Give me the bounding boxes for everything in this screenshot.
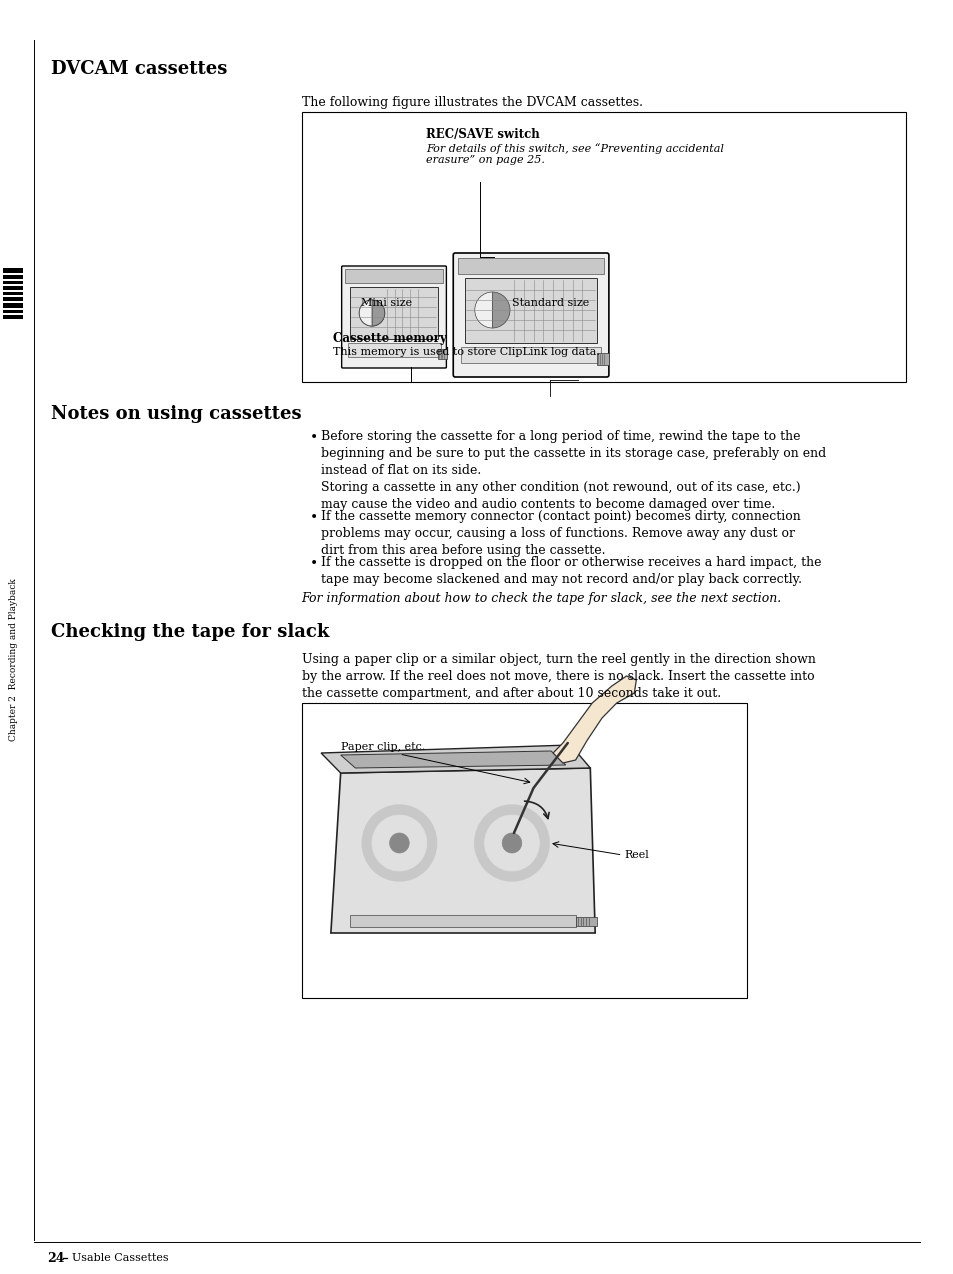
Bar: [3, 308, 23, 310]
Text: Notes on using cassettes: Notes on using cassettes: [51, 405, 301, 423]
Text: For details of this switch, see “Preventing accidental
erasure” on page 25.: For details of this switch, see “Prevent…: [425, 143, 723, 166]
Text: Mini size: Mini size: [361, 298, 412, 308]
Text: Chapter 2  Recording and Playback: Chapter 2 Recording and Playback: [10, 578, 18, 741]
FancyBboxPatch shape: [453, 254, 608, 377]
Bar: [575, 917, 597, 926]
Wedge shape: [475, 292, 492, 327]
Bar: [3, 315, 23, 318]
Bar: [464, 278, 597, 343]
Text: This memory is used to store ClipLink log data.: This memory is used to store ClipLink lo…: [333, 347, 599, 357]
Polygon shape: [331, 768, 595, 933]
Bar: [3, 301, 23, 303]
Text: Usable Cassettes: Usable Cassettes: [72, 1254, 169, 1263]
Text: Before storing the cassette for a long period of time, rewind the tape to the
be: Before storing the cassette for a long p…: [321, 431, 825, 511]
Bar: [3, 297, 23, 301]
Bar: [3, 290, 23, 292]
Circle shape: [362, 805, 436, 882]
Text: Reel: Reel: [624, 850, 649, 860]
Bar: [3, 268, 23, 273]
Bar: [3, 303, 23, 308]
Bar: [3, 313, 23, 315]
Polygon shape: [340, 750, 565, 768]
Bar: [3, 282, 23, 284]
Text: If the cassette memory connector (contact point) becomes dirty, connection
probl: If the cassette memory connector (contac…: [321, 510, 800, 557]
Bar: [301, 112, 904, 382]
Bar: [437, 349, 447, 359]
Bar: [3, 275, 23, 279]
Bar: [3, 284, 23, 285]
Bar: [460, 347, 600, 363]
Polygon shape: [321, 745, 590, 773]
Text: The following figure illustrates the DVCAM cassettes.: The following figure illustrates the DVC…: [301, 96, 641, 110]
Wedge shape: [359, 299, 372, 326]
Bar: [344, 269, 443, 283]
Wedge shape: [372, 299, 384, 326]
Text: Standard size: Standard size: [511, 298, 588, 308]
Bar: [3, 310, 23, 313]
Bar: [3, 296, 23, 297]
Circle shape: [484, 815, 538, 871]
Text: REC/SAVE switch: REC/SAVE switch: [425, 127, 539, 141]
Bar: [350, 915, 575, 927]
Bar: [3, 292, 23, 296]
Bar: [301, 703, 746, 998]
Bar: [3, 318, 23, 321]
Text: For information about how to check the tape for slack, see the next section.: For information about how to check the t…: [301, 592, 781, 605]
Text: •: •: [310, 431, 317, 445]
Bar: [457, 259, 603, 274]
Text: Cassette memory: Cassette memory: [333, 333, 446, 345]
FancyBboxPatch shape: [341, 266, 446, 368]
Text: DVCAM cassettes: DVCAM cassettes: [51, 60, 227, 78]
Circle shape: [475, 805, 549, 882]
Text: •: •: [310, 557, 317, 571]
Text: 24: 24: [47, 1251, 65, 1265]
Wedge shape: [492, 292, 510, 327]
Bar: [350, 287, 437, 339]
Bar: [597, 353, 608, 364]
Text: Checking the tape for slack: Checking the tape for slack: [51, 623, 329, 641]
Text: If the cassette is dropped on the floor or otherwise receives a hard impact, the: If the cassette is dropped on the floor …: [321, 555, 821, 586]
Text: Using a paper clip or a similar object, turn the reel gently in the direction sh: Using a paper clip or a similar object, …: [301, 654, 815, 699]
Text: •: •: [310, 511, 317, 525]
Polygon shape: [553, 676, 636, 763]
Bar: [347, 343, 440, 357]
Circle shape: [389, 833, 409, 854]
Circle shape: [501, 833, 521, 854]
Bar: [3, 279, 23, 282]
Bar: [3, 285, 23, 290]
Text: Paper clip, etc.: Paper clip, etc.: [340, 741, 425, 752]
Circle shape: [372, 815, 426, 871]
Bar: [3, 273, 23, 275]
